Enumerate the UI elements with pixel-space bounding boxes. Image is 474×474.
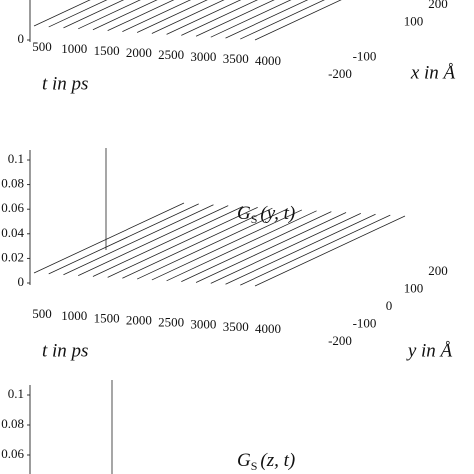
z-tick-label: 0.06 [1, 446, 24, 461]
trace-lane [122, 207, 273, 279]
title-symbol: G [237, 203, 251, 224]
z-tick-label: 0.06 [1, 200, 24, 215]
trace-lane [195, 212, 347, 283]
t-tick-label: 3500 [223, 319, 249, 334]
title-args: (z, t) [260, 450, 295, 471]
s-tick-label: 0 [386, 298, 393, 313]
trace-lane [181, 211, 332, 283]
trace-lane [210, 213, 361, 284]
s-tick-label: -100 [353, 48, 377, 63]
t-tick-label: 3500 [223, 51, 249, 66]
z-tick-label: 0 [18, 31, 25, 46]
trace-lane [225, 213, 376, 285]
s-tick-label: 200 [428, 263, 448, 278]
t-tick-label: 1000 [61, 41, 87, 56]
t-tick-label: 4000 [255, 53, 281, 68]
trace-lane [181, 0, 258, 36]
z-tick-label: 0.08 [1, 416, 24, 431]
z-tick-label: 0.04 [1, 225, 24, 240]
trace-lane [107, 206, 258, 278]
t-tick-label: 3000 [190, 317, 216, 332]
title-symbol: G [237, 450, 251, 471]
trace-lane [136, 208, 288, 280]
panel-title: GS (y, t) [237, 203, 295, 225]
trace-lane [63, 204, 214, 276]
trace-lane [240, 214, 391, 286]
title-args: (y, t) [260, 203, 295, 224]
z-tick-label: 0 [18, 274, 25, 289]
t-axis-label: t in ps [42, 73, 88, 94]
trace-lane [78, 205, 229, 276]
trace-lane [210, 0, 292, 38]
trace-lane [122, 0, 192, 32]
trace-lane [254, 215, 406, 287]
t-tick-label: 500 [32, 39, 52, 54]
trace-lane [92, 206, 244, 277]
t-tick-label: 4000 [255, 321, 281, 336]
t-tick-label: 2500 [158, 47, 184, 62]
trace-lane [151, 209, 303, 281]
trace-lane [136, 0, 208, 33]
trace-lane [33, 202, 185, 274]
t-tick-label: 2000 [126, 312, 152, 327]
trace-lane [48, 0, 108, 28]
trace-lane [92, 0, 158, 31]
t-tick-label: 3000 [190, 49, 216, 64]
trace-lane [107, 0, 175, 32]
trace-lane [33, 0, 91, 27]
s-tick-label: -200 [328, 333, 352, 348]
title-subscript: S [251, 212, 258, 226]
panel-title: GS (z, t) [237, 450, 295, 472]
s-tick-label: 100 [404, 280, 424, 295]
s-tick-label: 200 [428, 0, 448, 11]
trace-lane [48, 203, 199, 275]
t-tick-label: 2500 [158, 315, 184, 330]
trace-lane [254, 0, 342, 41]
trace-lane [195, 0, 275, 37]
t-tick-label: 1500 [94, 43, 120, 58]
t-tick-label: 500 [32, 306, 52, 321]
z-tick-label: 0.02 [1, 249, 24, 264]
t-axis-label: t in ps [42, 340, 88, 361]
trace-lane [63, 0, 125, 29]
s-axis-label: x in Å [410, 62, 456, 83]
s-tick-label: -100 [353, 315, 377, 330]
trace-lane [166, 0, 242, 35]
t-tick-label: 2000 [126, 45, 152, 60]
trace-lane [166, 210, 317, 282]
s-tick-label: -200 [328, 66, 352, 81]
trace-lane [240, 0, 325, 40]
t-tick-label: 1500 [94, 310, 120, 325]
z-tick-label: 0.1 [8, 151, 24, 166]
t-tick-label: 1000 [61, 308, 87, 323]
title-subscript: S [251, 459, 258, 473]
trace-lane [78, 0, 141, 30]
s-tick-label: 100 [404, 13, 424, 28]
trace-lane [225, 0, 309, 39]
decoration [29, 0, 113, 474]
s-axis-label: y in Å [406, 340, 453, 361]
z-tick-label: 0.08 [1, 176, 24, 191]
trace-lane [151, 0, 225, 34]
z-tick-label: 0.1 [8, 386, 24, 401]
